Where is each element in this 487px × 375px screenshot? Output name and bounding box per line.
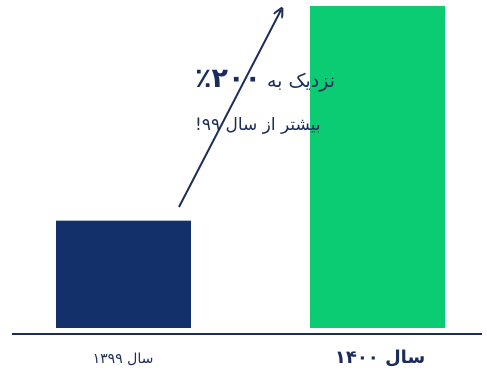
category-label-1400: سال ۱۴۰۰	[335, 347, 425, 368]
annotation-prefix: نزدیک به	[261, 70, 335, 92]
annotation-line-2: بیشتر از سال ۹۹!	[195, 115, 321, 135]
bar-1399	[56, 220, 191, 328]
bar-1400	[310, 6, 445, 328]
annotation-line-1: نزدیک به ۲۰۰٪	[195, 63, 335, 94]
annotation-emphasis: ۲۰۰٪	[195, 63, 261, 94]
bars-layer	[56, 6, 445, 328]
category-label-1399: سال ۱۳۹۹	[93, 351, 154, 367]
labels-layer: سال ۱۳۹۹ سال ۱۴۰۰	[93, 347, 426, 368]
growth-arrow-icon	[178, 10, 281, 208]
